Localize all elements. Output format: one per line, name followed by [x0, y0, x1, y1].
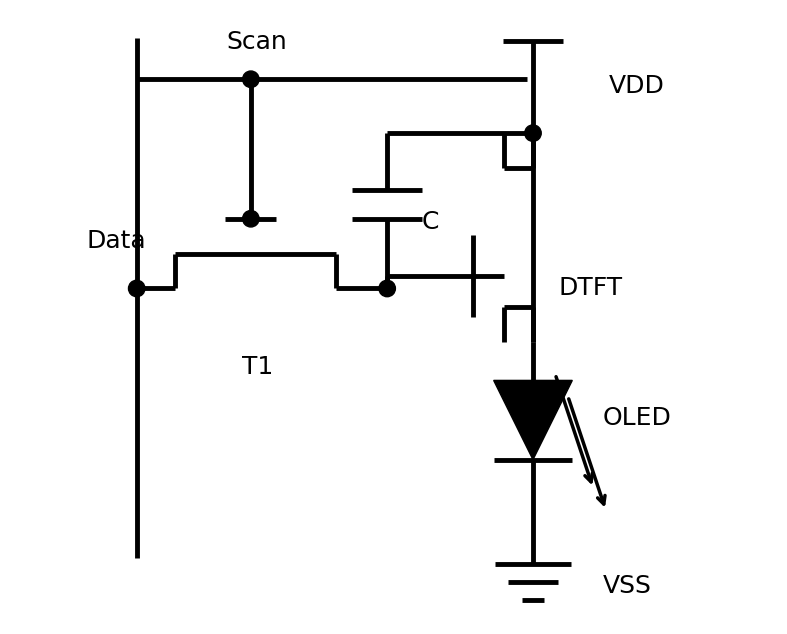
- Text: VSS: VSS: [603, 574, 652, 598]
- Circle shape: [242, 210, 259, 227]
- Circle shape: [525, 125, 541, 141]
- Circle shape: [242, 71, 259, 87]
- Text: DTFT: DTFT: [558, 276, 623, 301]
- Text: VDD: VDD: [609, 74, 665, 98]
- Polygon shape: [493, 380, 572, 460]
- Text: OLED: OLED: [603, 406, 671, 430]
- Text: C: C: [422, 210, 439, 234]
- Circle shape: [379, 280, 395, 297]
- Text: Data: Data: [86, 229, 146, 253]
- Circle shape: [128, 280, 145, 297]
- Text: Scan: Scan: [227, 30, 287, 54]
- Text: T1: T1: [242, 355, 273, 379]
